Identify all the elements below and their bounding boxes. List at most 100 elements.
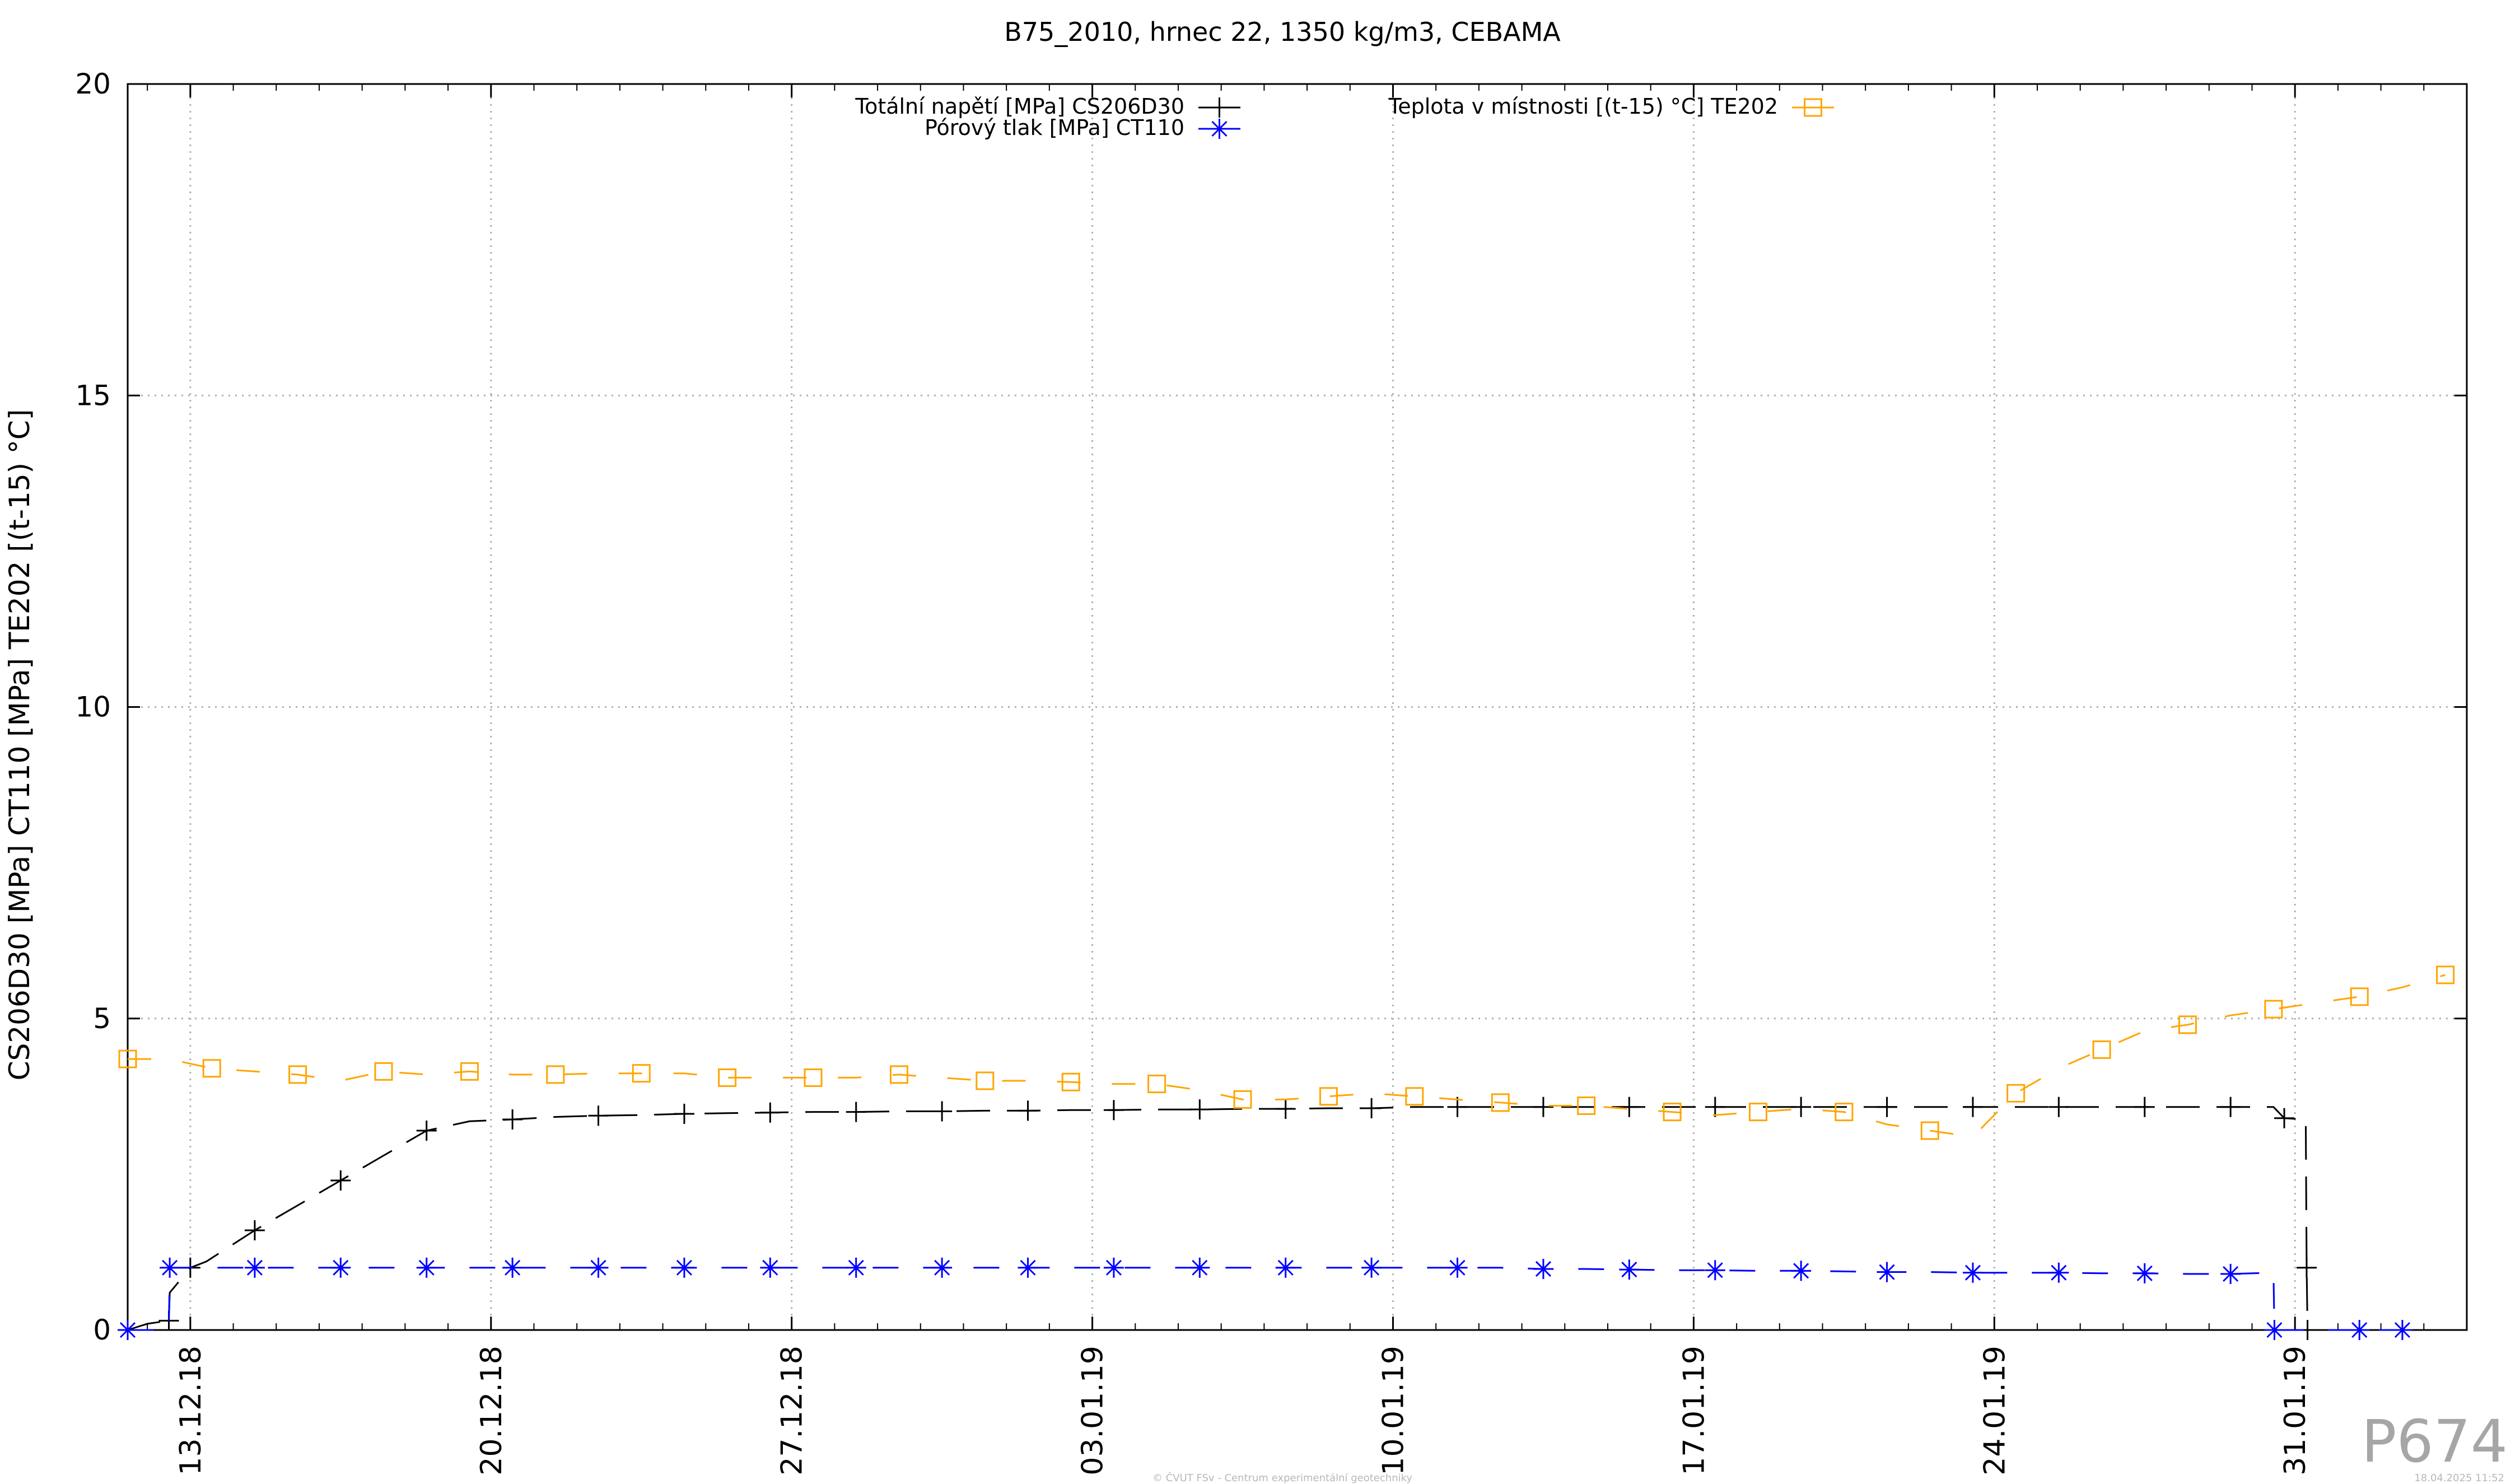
data-point bbox=[1275, 1257, 1296, 1278]
data-point bbox=[546, 1065, 565, 1084]
footer-timestamp: 18.04.2025 11:52 bbox=[2414, 1472, 2504, 1484]
data-point bbox=[1577, 1096, 1596, 1115]
data-point bbox=[1791, 1096, 1812, 1117]
data-point bbox=[1405, 1087, 1424, 1106]
data-point bbox=[1189, 1099, 1210, 1120]
footer-copyright: © ČVUT FSv - Centrum experimentální geot… bbox=[1152, 1472, 1412, 1484]
x-tick-label: 17.01.19 bbox=[1677, 1346, 1711, 1476]
data-point bbox=[1147, 1075, 1166, 1094]
data-point bbox=[1835, 1103, 1854, 1122]
data-point bbox=[1663, 1103, 1682, 1122]
legend-entry: Totální napětí [MPa] CS206D30 bbox=[855, 94, 1240, 119]
legend-marker bbox=[1804, 98, 1822, 117]
data-point bbox=[374, 1062, 393, 1081]
x-tick-label: 27.12.18 bbox=[776, 1346, 809, 1476]
x-tick-label: 20.12.18 bbox=[475, 1346, 508, 1476]
data-point bbox=[2350, 987, 2369, 1006]
legend-marker bbox=[1209, 119, 1230, 139]
data-point bbox=[1189, 1257, 1210, 1278]
data-point bbox=[1705, 1260, 1725, 1281]
data-point bbox=[1103, 1100, 1124, 1121]
data-point bbox=[330, 1257, 351, 1278]
data-point bbox=[2274, 1108, 2295, 1128]
data-point bbox=[1018, 1100, 1038, 1121]
data-point bbox=[1705, 1096, 1725, 1117]
data-point bbox=[674, 1103, 694, 1124]
data-point bbox=[2134, 1263, 2155, 1284]
data-point bbox=[1619, 1259, 1640, 1280]
data-point bbox=[2092, 1040, 2111, 1059]
data-point bbox=[160, 1257, 180, 1278]
data-point bbox=[118, 1049, 137, 1068]
data-point bbox=[846, 1102, 866, 1122]
x-tick-label: 31.01.19 bbox=[2279, 1346, 2312, 1476]
data-point bbox=[1533, 1258, 1553, 1279]
legend-entry: Teplota v místnosti [(t-15) °C] TE202 bbox=[1388, 94, 1834, 119]
data-point bbox=[1877, 1262, 1897, 1282]
data-point bbox=[244, 1220, 265, 1240]
chart-title: B75_2010, hrnec 22, 1350 kg/m3, CEBAMA bbox=[1004, 17, 1561, 47]
legend-marker bbox=[1209, 97, 1230, 118]
data-point bbox=[932, 1257, 953, 1278]
x-tick-label: 13.12.18 bbox=[174, 1346, 208, 1476]
data-point bbox=[976, 1071, 995, 1090]
data-point bbox=[1962, 1262, 1983, 1283]
y-tick-label: 0 bbox=[93, 1314, 111, 1346]
data-point bbox=[2264, 1320, 2285, 1340]
data-point bbox=[932, 1101, 953, 1122]
series-line bbox=[128, 1267, 2402, 1331]
data-point bbox=[632, 1064, 651, 1083]
data-point bbox=[760, 1102, 781, 1123]
axes: 0 5 10 15 20 13.12.18 20.12.18 27.12.18 03.01.19… bbox=[75, 68, 2468, 1476]
data-point bbox=[2296, 1257, 2317, 1278]
x-tick-label: 24.01.19 bbox=[1978, 1346, 2012, 1476]
y-axis-label: CS206D30 [MPa] CT110 [MPa] TE202 [(t-15)… bbox=[3, 409, 36, 1081]
data-point bbox=[330, 1170, 351, 1191]
data-point bbox=[889, 1065, 908, 1084]
y-tick-label: 15 bbox=[75, 379, 111, 412]
data-point bbox=[1920, 1121, 1939, 1140]
data-point bbox=[1791, 1261, 1812, 1281]
legend-label: Pórový tlak [MPa] CT110 bbox=[925, 115, 1184, 140]
data-point bbox=[1748, 1103, 1767, 1122]
data-point bbox=[1275, 1099, 1296, 1119]
data-point bbox=[502, 1109, 523, 1130]
data-point bbox=[2178, 1015, 2197, 1034]
data-point bbox=[2134, 1096, 2155, 1117]
data-point bbox=[1018, 1257, 1038, 1278]
data-point bbox=[1491, 1093, 1510, 1112]
data-point bbox=[2220, 1263, 2241, 1284]
data-point bbox=[416, 1121, 437, 1141]
data-point bbox=[804, 1068, 823, 1087]
data-point bbox=[1061, 1072, 1080, 1091]
data-point bbox=[202, 1059, 221, 1078]
series-1 bbox=[118, 1096, 2318, 1340]
watermark: P674 bbox=[2362, 1407, 2508, 1476]
data-point bbox=[1533, 1096, 1553, 1117]
y-tick-label: 20 bbox=[75, 68, 111, 100]
x-tick-label: 03.01.19 bbox=[1076, 1346, 1110, 1476]
x-tick-label: 10.01.19 bbox=[1376, 1346, 1410, 1476]
grid bbox=[128, 84, 2467, 1330]
plot-border bbox=[127, 83, 2468, 1331]
data-point bbox=[1447, 1257, 1468, 1278]
data-point bbox=[244, 1257, 265, 1278]
data-point bbox=[588, 1257, 609, 1278]
data-point bbox=[1962, 1096, 1983, 1117]
y-tick-label: 10 bbox=[75, 691, 111, 724]
y-tick-label: 5 bbox=[93, 1002, 111, 1035]
data-point bbox=[588, 1105, 609, 1126]
data-point bbox=[1319, 1087, 1338, 1106]
data-point bbox=[1619, 1096, 1640, 1117]
data-point bbox=[846, 1257, 866, 1278]
data-point bbox=[2392, 1320, 2412, 1340]
data-point bbox=[2436, 965, 2455, 984]
data-point bbox=[718, 1068, 737, 1087]
data-point bbox=[2349, 1320, 2370, 1340]
series-line bbox=[128, 974, 2446, 1138]
series-3 bbox=[118, 965, 2455, 1140]
data-point bbox=[760, 1257, 781, 1278]
data-point bbox=[2220, 1096, 2241, 1117]
